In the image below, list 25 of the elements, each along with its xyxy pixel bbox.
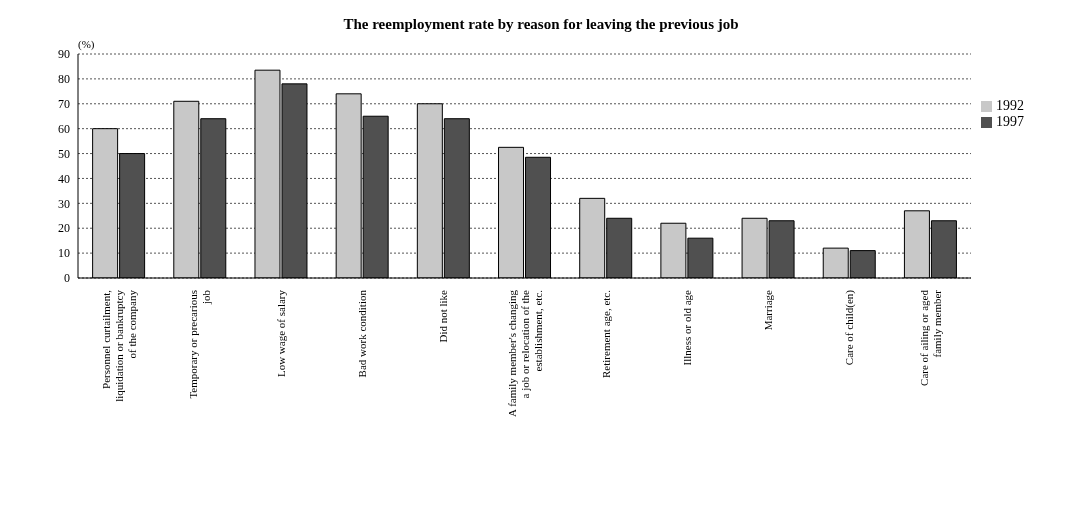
y-axis-title: (%) — [78, 38, 95, 50]
x-tick-label: Care of child(en) — [843, 289, 857, 366]
y-tick-label: 20 — [58, 221, 70, 236]
y-tick-label: 30 — [58, 196, 70, 211]
legend-label: 1997 — [996, 114, 1024, 129]
y-tick-label: 70 — [58, 97, 70, 112]
y-tick-label: 0 — [64, 271, 70, 286]
x-tick-label: Illness or old age — [680, 289, 693, 366]
x-tick-label: Bad work condition — [356, 289, 369, 378]
x-tick-label: A family member's changing a job or relocation of the establishment, etc. — [505, 289, 544, 417]
chart-title: The reemployment rate by reason for leaving the previous job — [342, 16, 740, 33]
y-tick-label: 80 — [58, 72, 70, 87]
y-tick-label: 60 — [58, 121, 70, 136]
x-tick-label: Marriage — [762, 289, 775, 331]
y-tick-label: 90 — [58, 47, 70, 62]
x-tick-label: Did not like — [437, 289, 450, 343]
x-tick-label: Low wage of salary — [274, 289, 287, 378]
x-tick-label: Retirement age, etc. — [599, 289, 612, 378]
x-tick-label: Care of ailing or aged family member — [917, 289, 943, 386]
y-tick-label: 10 — [58, 246, 70, 261]
legend-label: 1992 — [996, 98, 1024, 113]
x-tick-label: Temporary or precarious job — [187, 289, 213, 399]
x-tick-label: Personnel curtailment, liquidation or bankruptcy of the company — [99, 289, 138, 402]
y-tick-label: 50 — [58, 146, 70, 161]
y-tick-label: 40 — [58, 171, 70, 186]
